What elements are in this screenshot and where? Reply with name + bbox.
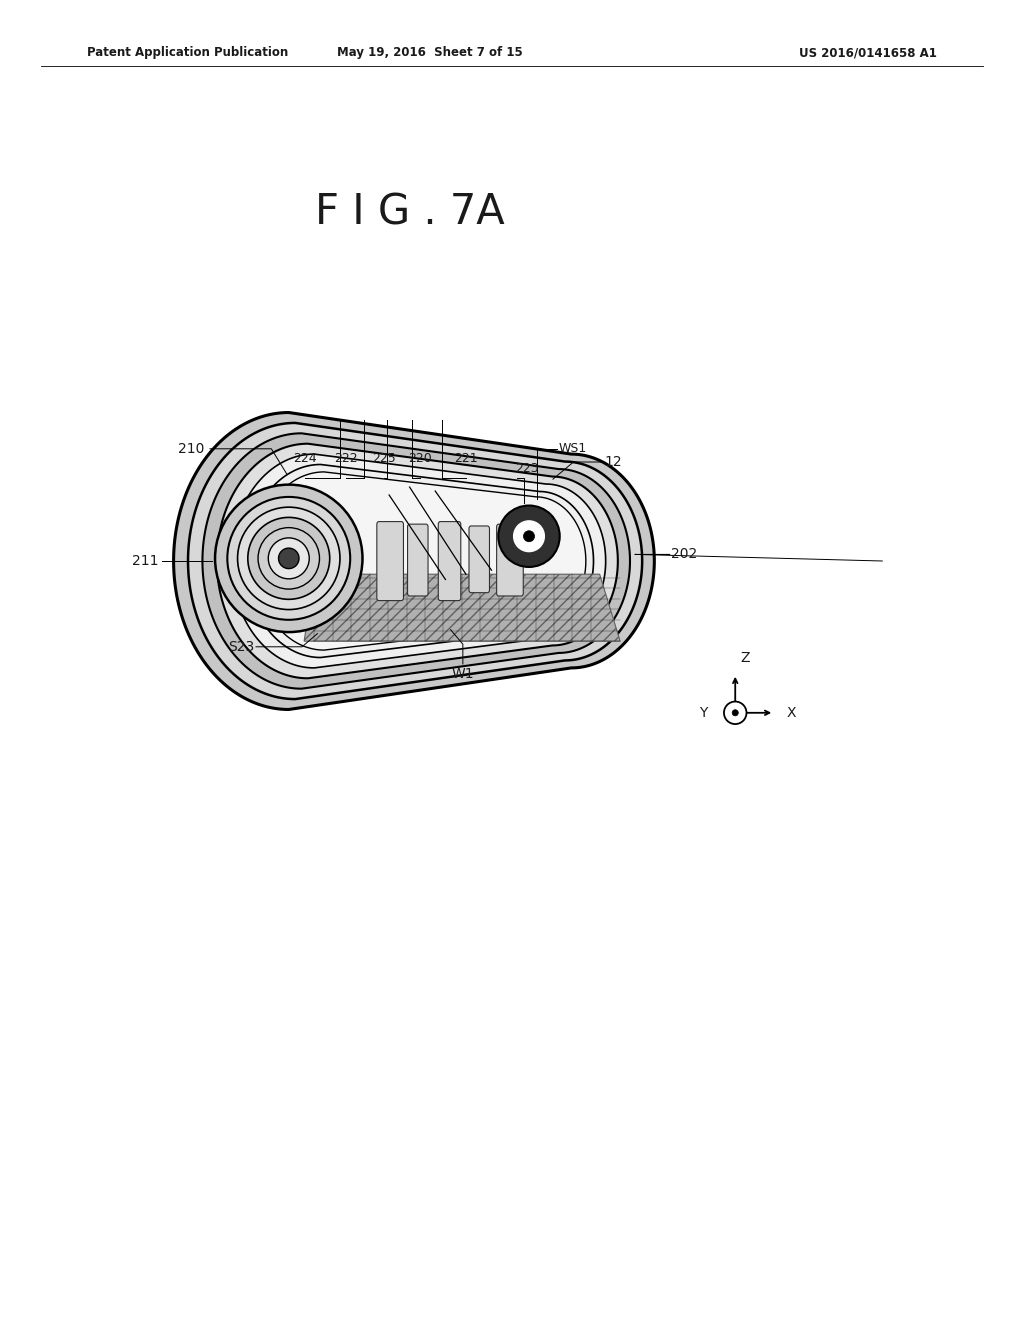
- Text: 223: 223: [515, 462, 539, 475]
- Ellipse shape: [238, 507, 340, 610]
- Text: 224: 224: [293, 451, 317, 465]
- Polygon shape: [188, 422, 642, 700]
- Ellipse shape: [227, 496, 350, 620]
- Polygon shape: [217, 444, 617, 678]
- Text: X: X: [786, 706, 796, 719]
- FancyBboxPatch shape: [377, 521, 403, 601]
- Ellipse shape: [499, 506, 560, 568]
- Polygon shape: [203, 433, 630, 689]
- Text: 202: 202: [671, 548, 697, 561]
- Text: 220: 220: [408, 451, 432, 465]
- Text: US 2016/0141658 A1: US 2016/0141658 A1: [799, 46, 937, 59]
- FancyBboxPatch shape: [408, 524, 428, 597]
- Ellipse shape: [523, 531, 535, 541]
- Ellipse shape: [514, 521, 545, 552]
- Ellipse shape: [258, 528, 319, 589]
- Ellipse shape: [724, 701, 746, 725]
- Text: 225: 225: [372, 451, 396, 465]
- Text: May 19, 2016  Sheet 7 of 15: May 19, 2016 Sheet 7 of 15: [337, 46, 523, 59]
- Ellipse shape: [248, 517, 330, 599]
- Ellipse shape: [732, 710, 738, 715]
- Text: 211: 211: [132, 554, 159, 568]
- Ellipse shape: [279, 548, 299, 569]
- Text: Z: Z: [740, 651, 750, 665]
- Text: 12: 12: [604, 455, 622, 469]
- Text: S23: S23: [227, 640, 254, 653]
- Text: W1: W1: [452, 667, 474, 681]
- Ellipse shape: [268, 537, 309, 579]
- Text: 222: 222: [334, 451, 358, 465]
- FancyBboxPatch shape: [438, 521, 461, 601]
- Text: WS1: WS1: [558, 442, 587, 455]
- FancyBboxPatch shape: [469, 525, 489, 593]
- Polygon shape: [304, 574, 621, 642]
- Text: 210: 210: [178, 442, 205, 455]
- Polygon shape: [231, 454, 605, 668]
- Text: 221: 221: [454, 451, 478, 465]
- FancyBboxPatch shape: [497, 524, 523, 597]
- Polygon shape: [174, 413, 654, 709]
- Text: Patent Application Publication: Patent Application Publication: [87, 46, 289, 59]
- Text: Y: Y: [699, 706, 708, 719]
- Text: F I G . 7A: F I G . 7A: [314, 191, 505, 234]
- Ellipse shape: [215, 484, 362, 632]
- Polygon shape: [255, 473, 586, 649]
